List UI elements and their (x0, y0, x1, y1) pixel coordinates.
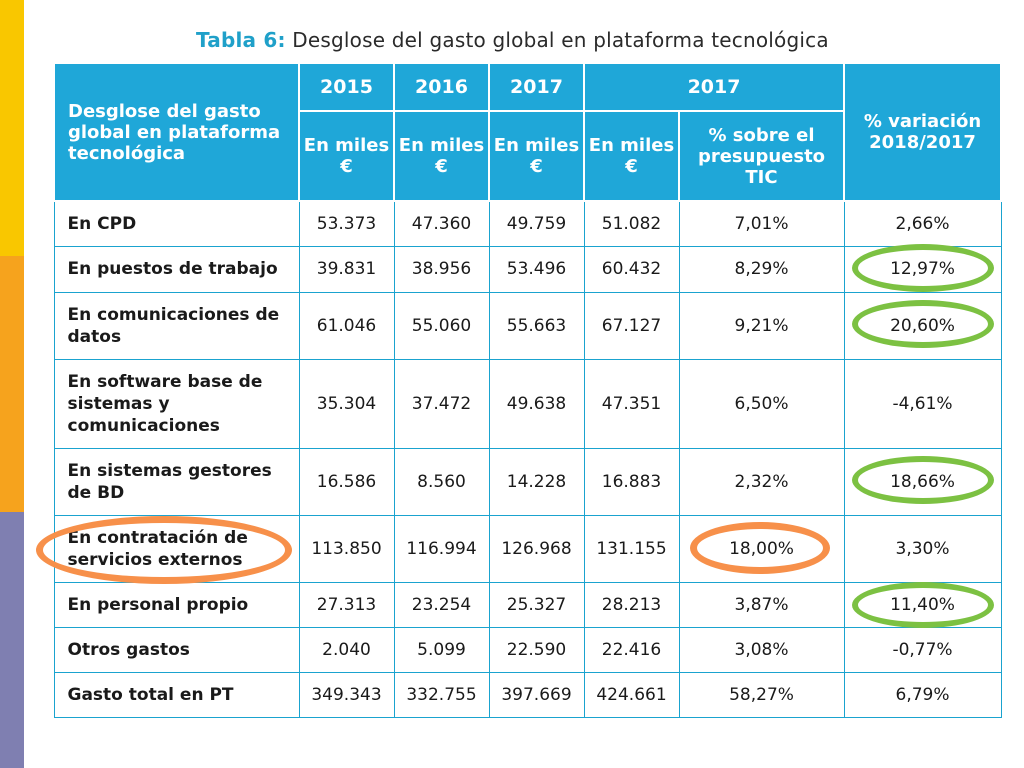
cell-pct-budget: 58,27% (678, 671, 845, 718)
cell-2016: 332.755 (393, 671, 490, 718)
header-unit: En miles € (298, 110, 395, 202)
row-label: En contratación de servicios externos (53, 514, 300, 583)
table-row: En contratación de servicios externos 11… (53, 514, 1002, 583)
cell-2016: 38.956 (393, 245, 490, 293)
cell-2015: 2.040 (298, 626, 395, 673)
header-variation: % variación 2018/2017 (843, 62, 1003, 202)
cell-pct-budget: 3,87% (678, 581, 845, 628)
cell-variation: -4,61% (843, 358, 1002, 449)
header-year: 2015 (298, 62, 395, 112)
table-title: Tabla 6: Desglose del gasto global en pl… (196, 28, 829, 52)
cell-2017-b: 16.883 (583, 447, 680, 516)
cell-pct-budget: 18,00% (678, 514, 845, 583)
cell-2016: 5.099 (393, 626, 490, 673)
row-label: Gasto total en PT (53, 671, 300, 718)
cell-2015: 39.831 (298, 245, 395, 293)
header-unit: En miles € (583, 110, 680, 202)
cell-variation: 11,40% (843, 581, 1002, 628)
cell-variation: 2,66% (843, 200, 1002, 247)
cell-2015: 35.304 (298, 358, 395, 449)
cell-pct-budget: 3,08% (678, 626, 845, 673)
expense-table: Desglose del gasto global en plataforma … (53, 62, 1003, 718)
cell-2016: 55.060 (393, 291, 490, 360)
table-row: En puestos de trabajo 39.831 38.956 53.4… (53, 245, 1002, 293)
cell-2015: 61.046 (298, 291, 395, 360)
cell-2016: 47.360 (393, 200, 490, 247)
cell-pct-budget: 2,32% (678, 447, 845, 516)
table-row: Otros gastos 2.040 5.099 22.590 22.416 3… (53, 626, 1002, 673)
header-row-units: En miles € En miles € En miles € En mile… (54, 110, 1001, 202)
cell-pct-budget: 7,01% (678, 200, 845, 247)
cell-variation: 3,30% (843, 514, 1002, 583)
table-row: Gasto total en PT 349.343 332.755 397.66… (53, 671, 1002, 718)
cell-2017-b: 131.155 (583, 514, 680, 583)
header-year: 2016 (393, 62, 490, 112)
cell-2016: 8.560 (393, 447, 490, 516)
cell-2017: 49.638 (488, 358, 585, 449)
cell-2016: 116.994 (393, 514, 490, 583)
accent-stripe-yellow (0, 0, 24, 256)
header-row-years: Desglose del gasto global en plataforma … (53, 62, 1003, 202)
cell-2017-b: 22.416 (583, 626, 680, 673)
cell-2015: 349.343 (298, 671, 395, 718)
cell-2015: 27.313 (298, 581, 395, 628)
cell-variation: 20,60% (843, 291, 1002, 360)
header-pct-budget: % sobre el presupuesto TIC (677, 110, 846, 202)
table-row: En personal propio 27.313 23.254 25.327 … (53, 581, 1002, 628)
table-row: En sistemas gestores de BD 16.586 8.560 … (53, 447, 1002, 516)
cell-2017: 25.327 (488, 581, 585, 628)
header-year: 2017 (488, 62, 585, 112)
cell-pct-budget: 9,21% (678, 291, 845, 360)
header-unit: En miles € (488, 110, 585, 202)
cell-2015: 53.373 (298, 200, 395, 247)
cell-variation: -0,77% (843, 626, 1002, 673)
table-row: En comunicaciones de datos 61.046 55.060… (53, 291, 1002, 360)
header-corner: Desglose del gasto global en plataforma … (53, 62, 300, 202)
row-label: En CPD (53, 200, 300, 247)
cell-2015: 16.586 (298, 447, 395, 516)
table-row: En CPD 53.373 47.360 49.759 51.082 7,01%… (53, 200, 1002, 247)
cell-2017-b: 28.213 (583, 581, 680, 628)
header-year: 2017 (582, 62, 846, 112)
cell-2015: 113.850 (298, 514, 395, 583)
cell-2017: 49.759 (488, 200, 585, 247)
cell-2016: 23.254 (393, 581, 490, 628)
accent-stripe-purple (0, 512, 24, 768)
row-label: En comunicaciones de datos (53, 291, 300, 360)
cell-variation: 6,79% (843, 671, 1002, 718)
cell-2017-b: 424.661 (583, 671, 680, 718)
row-label: En sistemas gestores de BD (53, 447, 300, 516)
cell-2017-b: 60.432 (583, 245, 680, 293)
row-label: Otros gastos (53, 626, 300, 673)
cell-2017: 126.968 (488, 514, 585, 583)
cell-2017-b: 51.082 (583, 200, 680, 247)
cell-2017: 55.663 (488, 291, 585, 360)
cell-2017: 14.228 (488, 447, 585, 516)
cell-pct-budget: 8,29% (678, 245, 845, 293)
cell-variation: 18,66% (843, 447, 1002, 516)
cell-2017: 53.496 (488, 245, 585, 293)
table-number: Tabla 6: (196, 28, 286, 52)
cell-pct-budget: 6,50% (678, 358, 845, 449)
cell-2017-b: 67.127 (583, 291, 680, 360)
row-label: En puestos de trabajo (53, 245, 300, 293)
cell-2016: 37.472 (393, 358, 490, 449)
table-caption: Desglose del gasto global en plataforma … (292, 28, 829, 52)
row-label: En software base de sistemas y comunicac… (53, 358, 300, 449)
cell-2017: 397.669 (488, 671, 585, 718)
cell-variation: 12,97% (843, 245, 1002, 293)
row-label: En personal propio (53, 581, 300, 628)
header-unit: En miles € (393, 110, 490, 202)
cell-2017: 22.590 (488, 626, 585, 673)
table-row: En software base de sistemas y comunicac… (53, 358, 1002, 449)
cell-2017-b: 47.351 (583, 358, 680, 449)
accent-stripe-orange (0, 256, 24, 512)
